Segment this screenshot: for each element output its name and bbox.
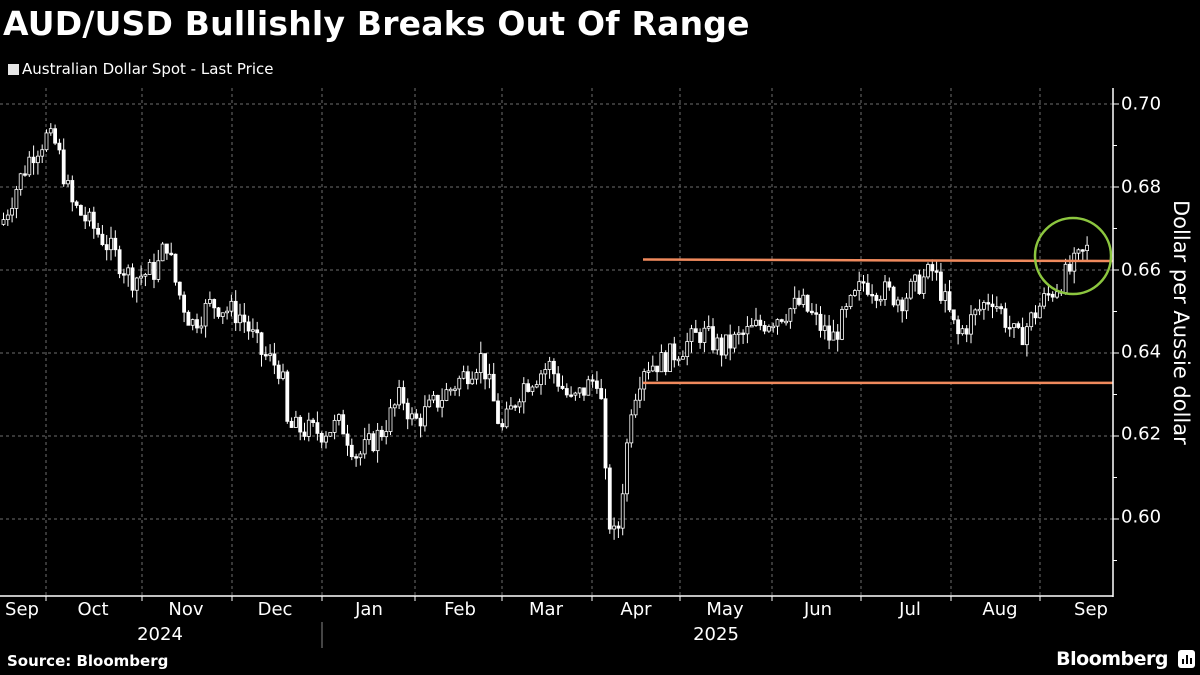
x-tick: May <box>706 599 744 620</box>
x-tick: Aug <box>982 599 1018 620</box>
x-tick: Feb <box>444 599 476 620</box>
axes <box>0 88 1119 648</box>
y-tick: 0.60 <box>1121 506 1162 528</box>
legend: Australian Dollar Spot - Last Price <box>8 60 273 78</box>
x-tick: Sep <box>5 599 39 620</box>
x-tick: Apr <box>620 599 652 620</box>
y-tick: 0.68 <box>1121 176 1162 198</box>
source-note: Source: Bloomberg <box>7 652 169 670</box>
x-tick: Sep <box>1074 599 1108 620</box>
legend-swatch-icon <box>8 63 19 75</box>
x-tick: Jun <box>803 599 833 620</box>
y-tick: 0.66 <box>1121 259 1162 281</box>
x-tick: Nov <box>168 599 204 620</box>
chart-title: AUD/USD Bullishly Breaks Out Of Range <box>3 4 750 43</box>
legend-label: Australian Dollar Spot - Last Price <box>22 60 274 78</box>
x-tick: Jul <box>899 599 921 620</box>
bloomberg-logo: Bloomberg <box>1056 648 1168 670</box>
annotations <box>642 216 1114 385</box>
x-tick: Mar <box>529 599 563 620</box>
gridlines <box>0 88 1113 596</box>
bloomberg-chart-icon <box>1178 650 1195 668</box>
y-tick: 0.64 <box>1121 341 1162 363</box>
candlestick-series <box>1 123 1089 540</box>
year-label-2024: 2024 <box>137 624 183 645</box>
year-label-2025: 2025 <box>693 624 739 645</box>
x-tick: Jan <box>355 599 383 620</box>
x-tick: Dec <box>257 599 293 620</box>
y-tick: 0.70 <box>1121 93 1162 115</box>
x-tick: Oct <box>77 599 109 620</box>
y-tick: 0.62 <box>1121 423 1162 445</box>
y-axis-label: Dollar per Aussie dollar <box>1169 200 1193 445</box>
